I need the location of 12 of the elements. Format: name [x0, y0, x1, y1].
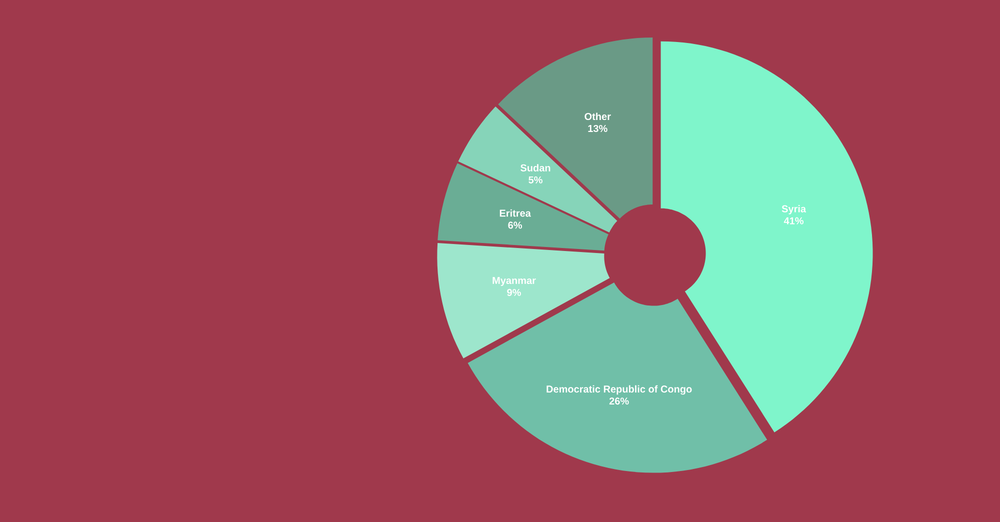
data-label: 41% [784, 217, 804, 224]
data-label: 26% [609, 398, 629, 405]
slice-label: Syria [782, 205, 806, 214]
slice-label: Other [584, 112, 611, 120]
data-label: 6% [508, 222, 522, 229]
slice-label: Democratic Republic of Congo [546, 385, 692, 395]
slice-label: Eritrea [500, 209, 531, 217]
slice-label: Sudan [520, 164, 550, 172]
data-label: 13% [588, 124, 608, 132]
data-label: 9% [507, 288, 521, 296]
slice-label: Myanmar [492, 277, 536, 286]
data-label: 5% [528, 176, 542, 184]
